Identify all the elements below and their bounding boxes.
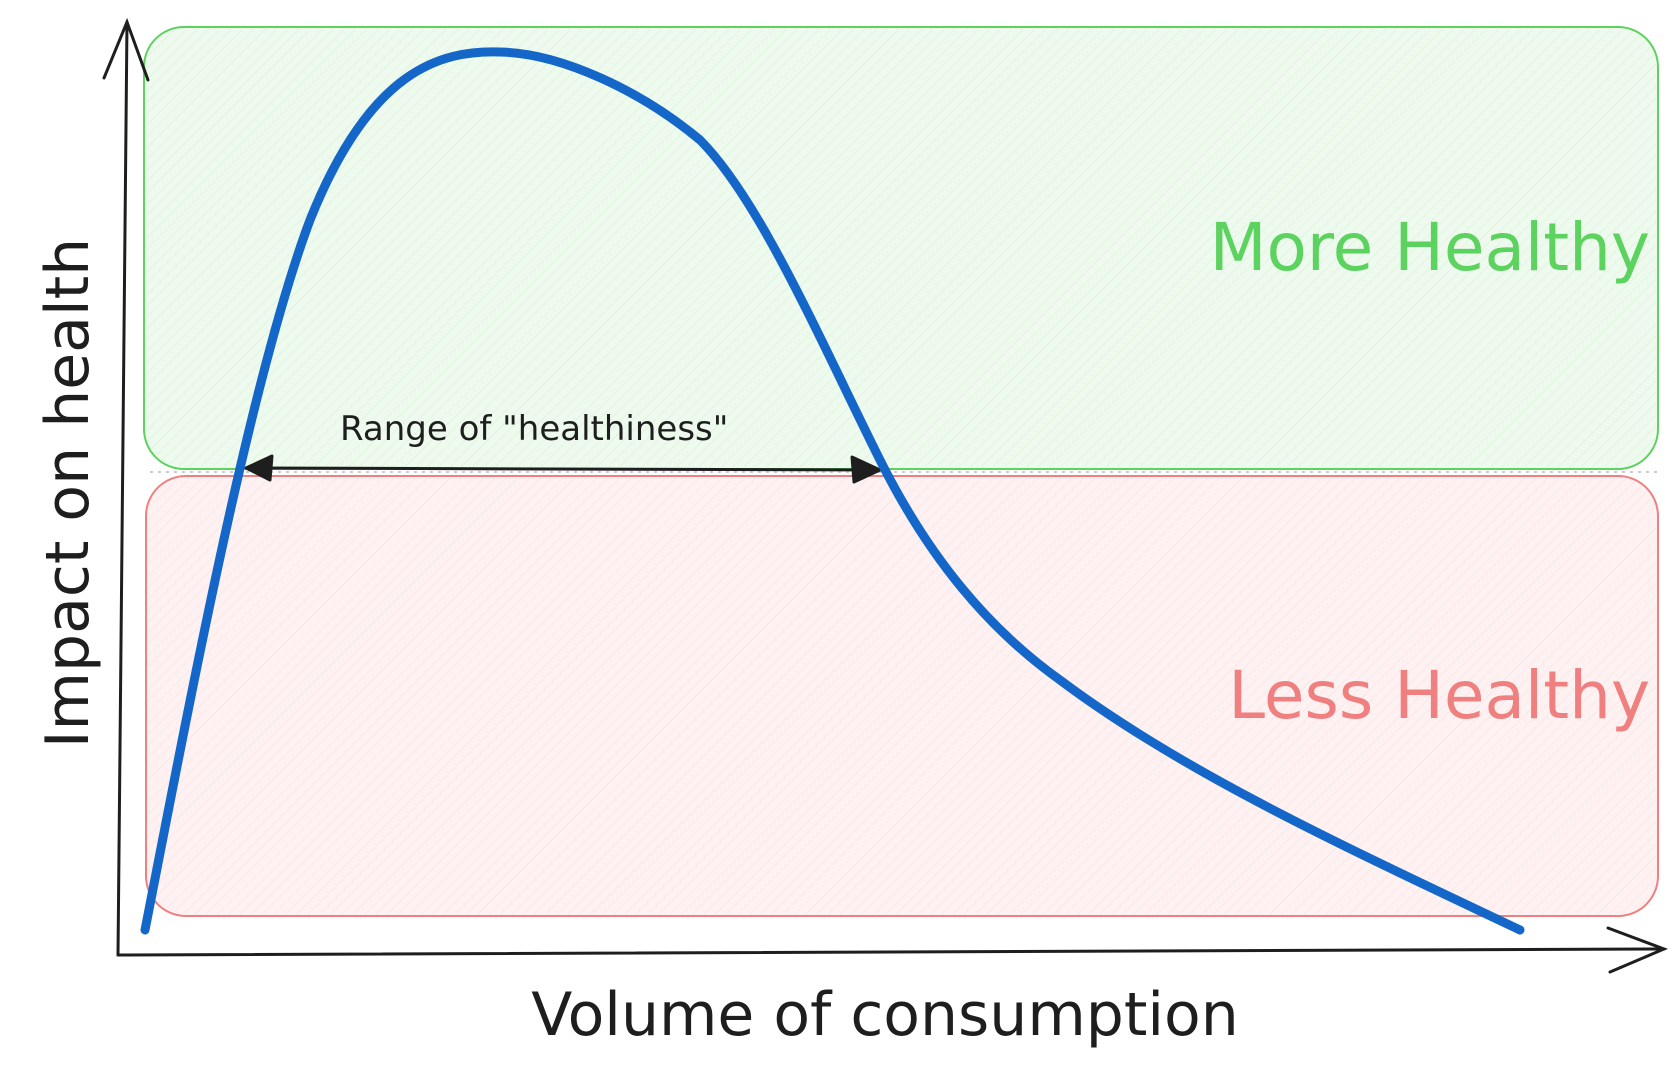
unhealthy-region (145, 475, 1659, 917)
healthy-region (143, 26, 1659, 470)
healthy-region-hatch (146, 29, 1656, 467)
healthy-region-label: More Healthy (1210, 209, 1650, 286)
y-axis-line (116, 20, 129, 957)
x-axis-arrowhead (1606, 926, 1669, 974)
health-curve (140, 47, 1525, 935)
x-axis-label: Volume of consumption (531, 980, 1239, 1050)
axes (102, 17, 1669, 974)
unhealthy-region-label: Less Healthy (1228, 657, 1650, 734)
x-axis-line (116, 947, 1666, 957)
y-axis-label: Impact on health (33, 238, 103, 748)
range-arrow (244, 454, 882, 484)
range-arrow-right-head (850, 455, 882, 484)
unhealthy-region-hatch (148, 478, 1656, 914)
range-arrow-line (249, 466, 879, 472)
y-axis-arrowhead (102, 17, 150, 82)
range-arrow-left-head (244, 454, 274, 482)
range-label: Range of "healthiness" (340, 409, 728, 449)
